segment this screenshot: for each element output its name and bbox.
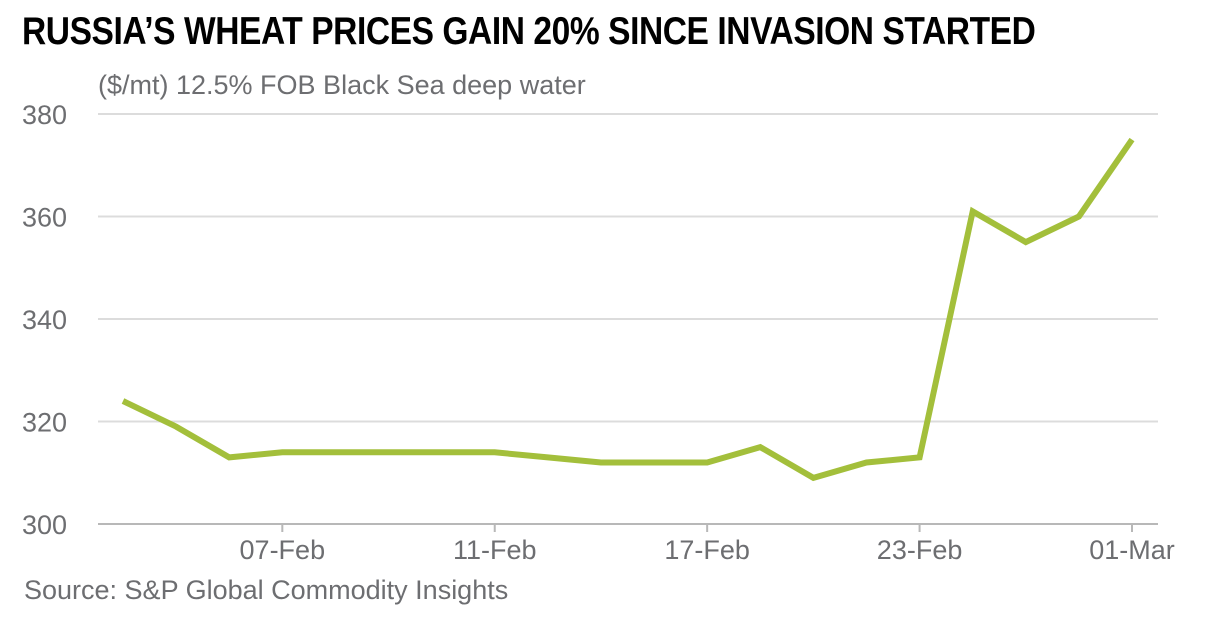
chart-title: RUSSIA’S WHEAT PRICES GAIN 20% SINCE INV… xyxy=(22,10,1036,53)
series-line-0 xyxy=(121,137,1135,482)
source-note: Source: S&P Global Commodity Insights xyxy=(24,575,509,605)
y-tick-label-380: 380 xyxy=(22,100,67,130)
x-tick-label-23-Feb: 23-Feb xyxy=(877,535,963,565)
x-tick-label-11-Feb: 11-Feb xyxy=(453,535,537,565)
y-tick-label-340: 340 xyxy=(22,305,67,335)
y-tick-label-360: 360 xyxy=(22,203,67,233)
x-tick-label-07-Feb: 07-Feb xyxy=(240,535,326,565)
chart-subtitle: ($/mt) 12.5% FOB Black Sea deep water xyxy=(98,70,586,100)
y-tick-label-320: 320 xyxy=(22,408,67,438)
y-tick-label-300: 300 xyxy=(22,510,67,540)
x-tick-label-01-Mar: 01-Mar xyxy=(1089,535,1175,565)
x-tick-label-17-Feb: 17-Feb xyxy=(664,535,750,565)
